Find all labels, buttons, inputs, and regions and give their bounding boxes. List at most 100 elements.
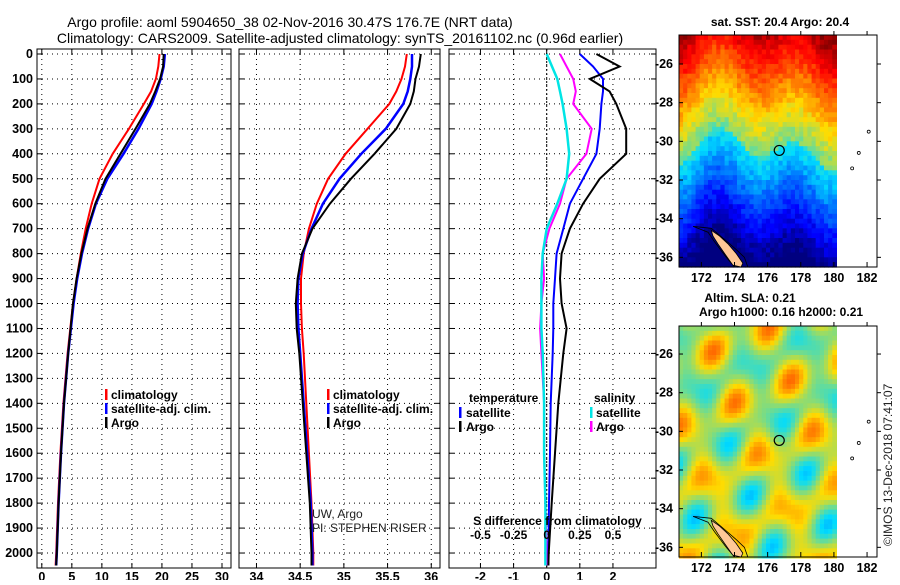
sla-cell — [761, 446, 767, 453]
sla-cell — [786, 548, 792, 554]
sst-cell — [716, 146, 721, 152]
sla-cell — [753, 374, 759, 380]
sla-cell — [724, 388, 730, 395]
sla-cell — [766, 369, 771, 375]
sst-cell — [687, 93, 692, 99]
sla-cell — [774, 335, 779, 342]
sla-cell — [712, 340, 717, 346]
sla-cell — [766, 359, 771, 366]
sst-cell — [691, 136, 697, 142]
sst-cell — [774, 184, 779, 191]
sst-cell — [728, 122, 734, 128]
sst-cell — [687, 112, 692, 118]
lon-tick-label: 174 — [724, 271, 745, 285]
sla-cell — [708, 461, 713, 467]
sst-cell — [724, 170, 730, 176]
sst-cell — [832, 252, 837, 258]
sla-cell — [712, 466, 717, 472]
sla-cell — [720, 417, 726, 424]
sla-cell — [799, 514, 804, 520]
sst-cell — [832, 175, 837, 181]
sla-cell — [828, 533, 833, 540]
sst-cell — [720, 213, 726, 220]
sst-cell — [724, 59, 730, 65]
sst-cell — [687, 64, 692, 70]
sst-cell — [782, 122, 788, 128]
sla-cell — [815, 529, 821, 535]
sst-cell — [778, 68, 784, 75]
sst-cell — [766, 102, 771, 109]
sst-cell — [832, 126, 837, 133]
sla-cell — [749, 538, 755, 544]
sst-cell — [687, 199, 692, 205]
sla-cell — [795, 379, 800, 385]
sst-cell — [795, 223, 800, 229]
sst-cell — [782, 209, 788, 215]
sla-cell — [774, 538, 779, 544]
sst-cell — [770, 102, 775, 109]
sla-cell — [770, 437, 775, 443]
sst-cell — [832, 131, 837, 138]
sla-cell — [757, 364, 763, 371]
sla-cell — [824, 359, 829, 366]
sst-cell — [749, 180, 755, 186]
sst-cell — [828, 131, 833, 138]
sst-cell — [761, 209, 767, 215]
legend-label: Argo — [111, 416, 139, 430]
sla-cell — [832, 533, 837, 540]
depth-tick-label: 1100 — [6, 321, 33, 335]
sla-cell — [753, 466, 759, 472]
sla-cell — [741, 451, 746, 457]
sst-cell — [753, 68, 759, 75]
sst-cell — [807, 44, 813, 51]
sla-cell — [753, 355, 759, 361]
sst-cell — [741, 262, 746, 268]
sla-cell — [749, 456, 755, 462]
sla-cell — [757, 553, 763, 559]
sst-cell — [741, 238, 746, 244]
sla-cell — [753, 533, 759, 540]
sst-cell — [724, 160, 730, 167]
sst-cell — [778, 122, 784, 128]
sla-cell — [795, 437, 800, 443]
sla-cell — [807, 538, 813, 544]
sst-cell — [795, 126, 800, 133]
sla-cell — [716, 456, 721, 462]
sla-cell — [819, 548, 825, 554]
sla-cell — [687, 379, 692, 385]
sla-cell — [795, 350, 800, 356]
sla-cell — [753, 326, 759, 332]
sla-cell — [741, 408, 746, 414]
sst-cell — [824, 204, 829, 210]
sla-cell — [807, 524, 813, 530]
sla-cell — [778, 466, 784, 472]
sla-cell — [753, 388, 759, 395]
sla-cell — [724, 393, 730, 400]
sst-cell — [732, 83, 738, 89]
sst-cell — [828, 73, 833, 80]
sst-cell — [712, 122, 717, 128]
sla-cell — [703, 509, 709, 515]
sla-cell — [708, 384, 713, 390]
sst-cell — [741, 73, 746, 80]
sla-cell — [683, 345, 688, 351]
sst-cell — [811, 199, 817, 205]
sla-cell — [720, 442, 726, 448]
sst-cell — [724, 39, 730, 46]
sst-cell — [761, 204, 767, 210]
sla-cell — [807, 393, 813, 400]
sla-cell — [679, 524, 684, 530]
sla-cell — [803, 495, 808, 501]
sst-cell — [699, 136, 705, 142]
sla-cell — [828, 432, 833, 438]
sla-cell — [699, 548, 705, 554]
sst-cell — [807, 54, 813, 60]
sla-cell — [786, 446, 792, 453]
sst-cell — [832, 189, 837, 196]
sla-cell — [724, 553, 730, 559]
sla-cell — [832, 350, 837, 356]
sst-cell — [774, 93, 779, 99]
sla-cell — [795, 451, 800, 457]
sla-cell — [691, 345, 697, 351]
sst-cell — [778, 242, 784, 249]
